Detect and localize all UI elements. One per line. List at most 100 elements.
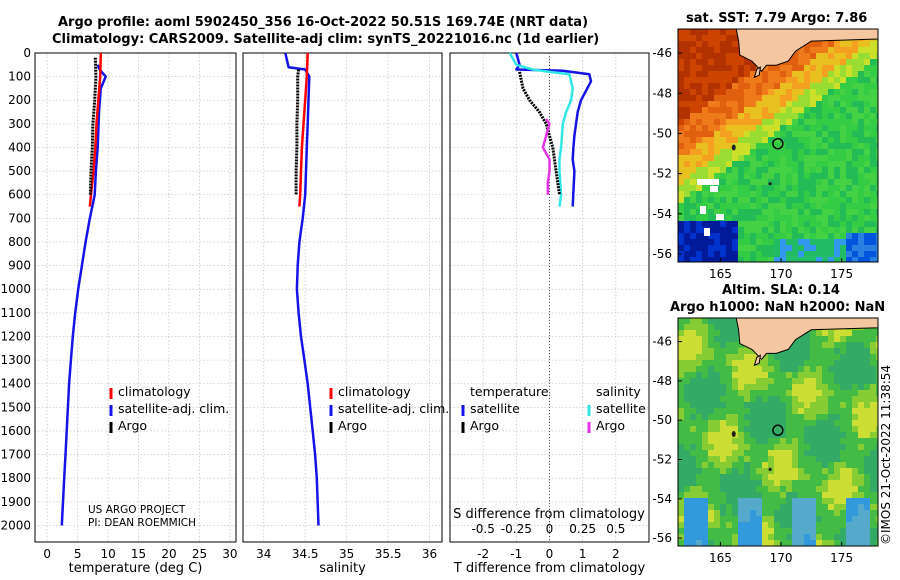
map-cell [822,330,828,336]
map-cell [870,113,876,119]
map-cell [810,101,816,107]
map-cell [828,197,834,203]
map-cell [840,330,846,336]
map-cell [834,486,840,492]
map-cell [774,245,780,251]
map-cell [762,498,768,504]
map-cell [876,348,878,354]
map-cell [684,540,690,546]
map-cell [780,498,786,504]
map-cell [834,456,840,462]
map-cell [678,396,684,402]
map-cell [684,342,690,348]
map-cell [714,83,720,89]
map-cell [702,83,708,89]
map-cell [864,53,870,59]
map-cell [678,71,684,77]
map-cell [816,185,822,191]
credit-project: US ARGO PROJECT [88,504,186,516]
map-cell [738,95,744,101]
map-cell [792,426,798,432]
map-cell [876,233,878,239]
map-cell [756,510,762,516]
map-cell [768,432,774,438]
map-cell [708,95,714,101]
map-cell [732,516,738,522]
map-cell [684,378,690,384]
map-cell [870,414,876,420]
map-cell [780,161,786,167]
map-cell [678,53,684,59]
map-cell [714,209,720,215]
map-cell [762,432,768,438]
map-cell [858,486,864,492]
map-cell [858,125,864,131]
map-cell [744,366,750,372]
map-cell [684,432,690,438]
map-cell [756,414,762,420]
map-cell [858,209,864,215]
map-cell [696,125,702,131]
map-cell [786,119,792,125]
map-cell [750,462,756,468]
map-cell [702,438,708,444]
map-cell [792,245,798,251]
map-cell [726,324,732,330]
map-cell [714,366,720,372]
map-cell [852,444,858,450]
y-tick-label: 700 [8,211,31,225]
map-cell [810,408,816,414]
map-cell [780,197,786,203]
map-cell [762,239,768,245]
map-cell [708,426,714,432]
map-cell [726,173,732,179]
map-cell [804,101,810,107]
map-cell [840,432,846,438]
map-cell [762,215,768,221]
map-cell [774,474,780,480]
map-cell [714,540,720,546]
map-cell [816,366,822,372]
map-cell [864,107,870,113]
legend-diff-temperature-label: Argo [470,418,499,433]
map-cell [852,330,858,336]
map-cell [858,239,864,245]
map-cell [690,522,696,528]
map-cell [762,155,768,161]
map-cell [846,77,852,83]
map-cell [858,119,864,125]
map-cell [774,95,780,101]
map-cell [750,354,756,360]
map-cell [678,348,684,354]
map-cell [726,83,732,89]
map-cell [684,324,690,330]
map-cell [846,203,852,209]
map-cell [870,480,876,486]
map-cell [678,167,684,173]
map-cell [828,89,834,95]
map-cell [828,522,834,528]
map-cell [828,474,834,480]
map-cell [858,155,864,161]
map-cell [774,257,780,262]
map-cell [708,474,714,480]
map-cell [852,372,858,378]
map-cell [768,354,774,360]
map-cell [792,155,798,161]
map-cell [726,257,732,262]
map-cell [822,251,828,257]
map-cell [690,143,696,149]
map-cell [738,474,744,480]
map-cell [720,95,726,101]
map-cell [750,414,756,420]
map-cell [828,468,834,474]
map-cell [720,197,726,203]
map-cell [792,480,798,486]
map-cell [876,450,878,456]
map-cell [804,486,810,492]
map-cell [792,95,798,101]
map-cell [762,131,768,137]
map-cell [714,510,720,516]
map-cell [780,360,786,366]
map-cell [750,432,756,438]
